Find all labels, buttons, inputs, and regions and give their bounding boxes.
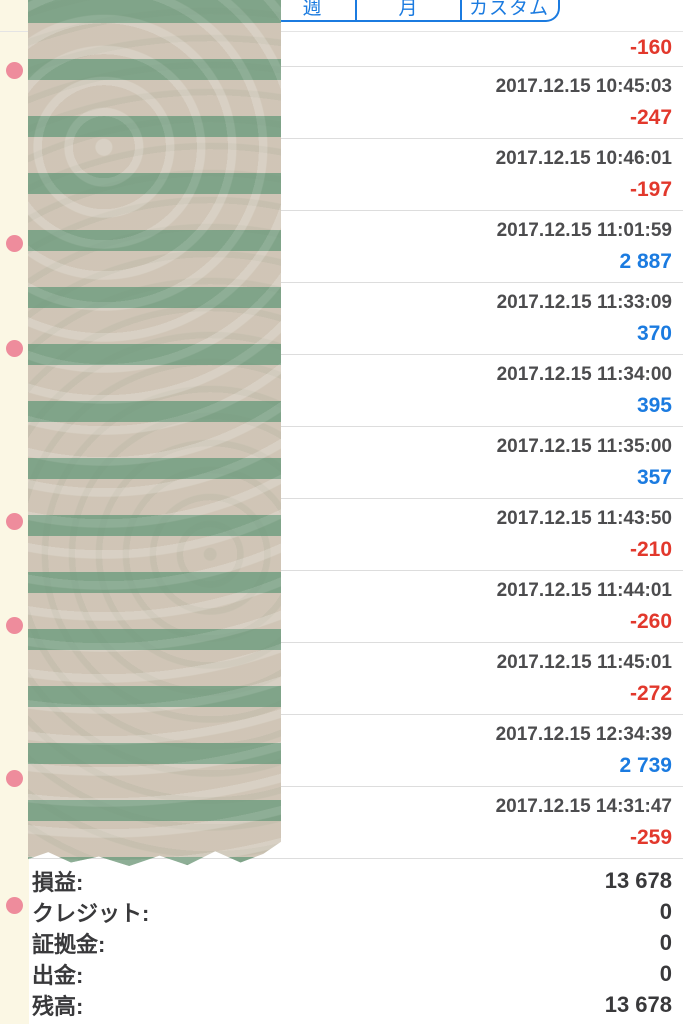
period-tab-bar: 週 月 カスタム -160 <box>0 0 683 67</box>
period-segmented-control: 週 月 カスタム <box>268 0 560 22</box>
trade-profit: -160 <box>629 36 672 59</box>
trade-profit: -259 <box>629 826 672 849</box>
trade-profit: -197 <box>629 178 672 201</box>
account-summary: 損益: 13 678 クレジット: 0 証拠金: 0 出金: 0 残高: 13 … <box>30 859 683 1020</box>
summary-value: 0 <box>659 929 672 955</box>
left-margin-strip <box>0 0 29 1024</box>
summary-row-profit: 損益: 13 678 <box>30 865 683 896</box>
tab-custom[interactable]: カスタム <box>460 0 556 20</box>
summary-row-balance: 残高: 13 678 <box>30 989 683 1020</box>
pink-dot-decoration <box>6 770 23 787</box>
summary-value: 0 <box>659 898 672 924</box>
trade-profit: -272 <box>629 682 672 705</box>
summary-row-credit: クレジット: 0 <box>30 896 683 927</box>
summary-label: 損益: <box>32 869 84 895</box>
trade-timestamp: 2017.12.15 11:35:00 <box>496 436 672 457</box>
trade-profit: 370 <box>636 322 672 345</box>
trade-timestamp: 2017.12.15 14:31:47 <box>495 796 672 817</box>
divider <box>0 31 683 32</box>
summary-label: 出金: <box>32 962 84 988</box>
trade-timestamp: 2017.12.15 11:43:50 <box>496 508 672 529</box>
tab-month-label: 月 <box>398 0 419 19</box>
pink-dot-decoration <box>6 897 23 914</box>
pink-dot-decoration <box>6 513 23 530</box>
summary-value: 0 <box>659 960 672 986</box>
tab-custom-label: カスタム <box>468 0 549 19</box>
trade-profit: 357 <box>636 466 672 489</box>
summary-value: 13 678 <box>604 867 672 893</box>
trade-profit: 2 739 <box>619 754 672 777</box>
trade-timestamp: 2017.12.15 11:33:09 <box>496 292 672 313</box>
trade-timestamp: 2017.12.15 10:45:03 <box>495 76 672 97</box>
pink-dot-decoration <box>6 617 23 634</box>
trade-timestamp: 2017.12.15 11:34:00 <box>496 364 672 385</box>
summary-row-margin: 証拠金: 0 <box>30 927 683 958</box>
tab-week-label: 週 <box>302 0 323 19</box>
trade-timestamp: 2017.12.15 11:01:59 <box>496 220 672 241</box>
pink-dot-decoration <box>6 62 23 79</box>
trade-timestamp: 2017.12.15 10:46:01 <box>495 148 672 169</box>
summary-label: 残高: <box>32 993 84 1019</box>
washi-tape-overlay <box>28 0 281 866</box>
summary-label: クレジット: <box>32 900 150 926</box>
trade-profit: 2 887 <box>619 250 672 273</box>
trade-timestamp: 2017.12.15 11:44:01 <box>496 580 672 601</box>
table-row[interactable]: 2017.12.15 10:45:03 -247 <box>30 67 683 139</box>
table-row[interactable]: 2017.12.15 10:46:01 -197 <box>30 139 683 211</box>
pink-dot-decoration <box>6 235 23 252</box>
summary-row-withdrawal: 出金: 0 <box>30 958 683 989</box>
pink-dot-decoration <box>6 340 23 357</box>
tab-week[interactable]: 週 <box>270 0 355 20</box>
summary-value: 13 678 <box>604 991 672 1017</box>
trade-profit: 395 <box>636 394 672 417</box>
trade-profit: -210 <box>629 538 672 561</box>
tab-month[interactable]: 月 <box>355 0 460 20</box>
trade-timestamp: 2017.12.15 12:34:39 <box>495 724 672 745</box>
table-row[interactable]: 2017.12.15 11:01:59 2 887 <box>30 211 683 283</box>
summary-label: 証拠金: <box>32 931 106 957</box>
trade-timestamp: 2017.12.15 11:45:01 <box>496 652 672 673</box>
trade-profit: -247 <box>629 106 672 129</box>
trade-profit: -260 <box>629 610 672 633</box>
